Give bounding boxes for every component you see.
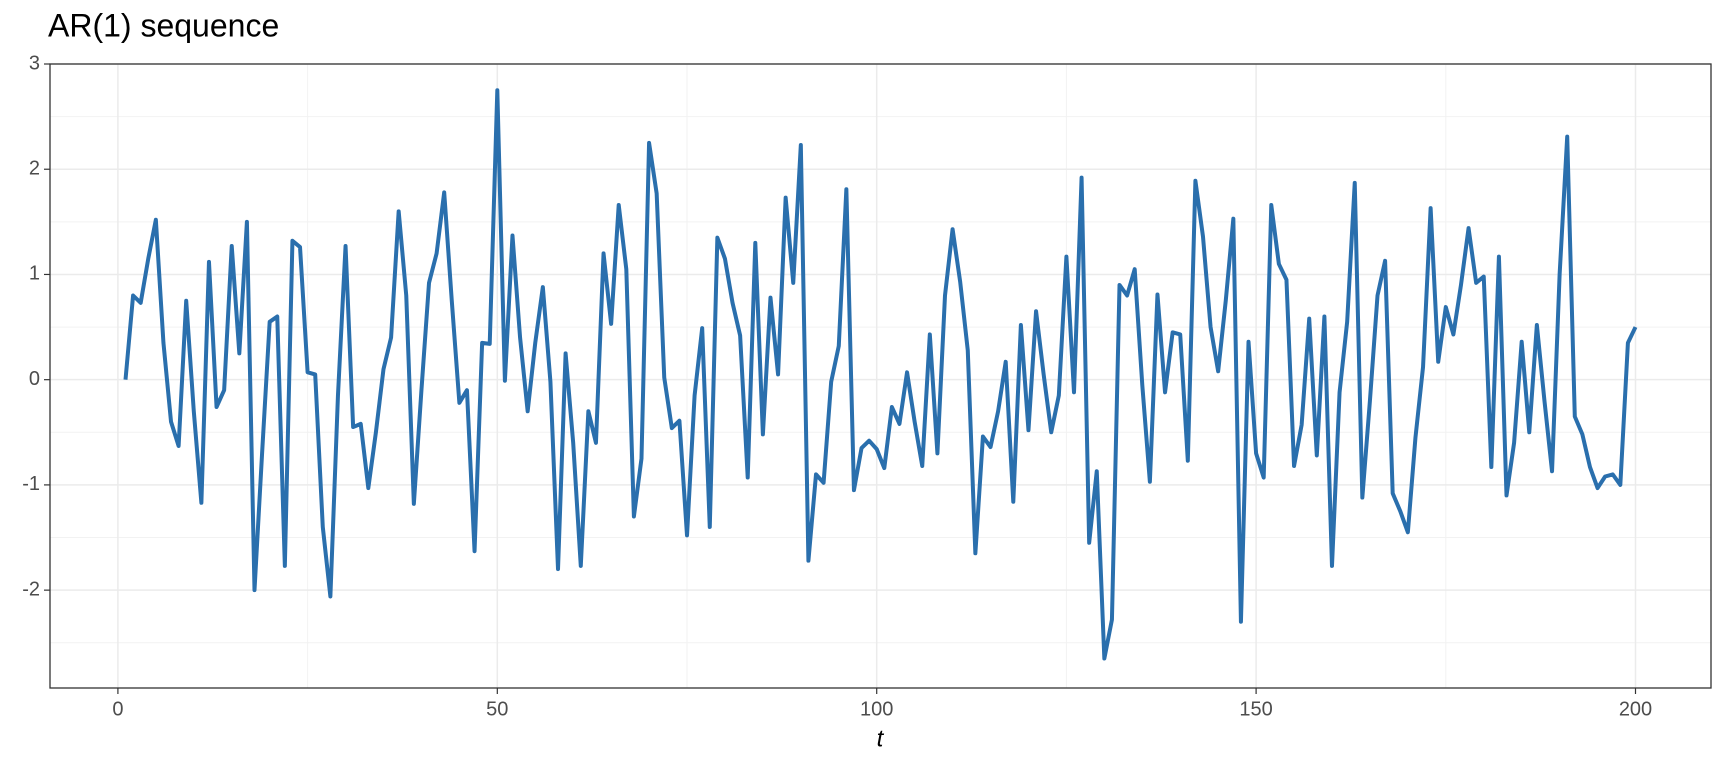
data-line bbox=[123, 88, 1638, 661]
plot-border bbox=[49, 63, 1712, 689]
x-tick-label: 200 bbox=[1619, 698, 1652, 720]
x-tick-label: 150 bbox=[1239, 698, 1272, 720]
y-tick-label: -1 bbox=[22, 473, 40, 495]
x-tick-label: 50 bbox=[486, 698, 508, 720]
y-tick-label: 1 bbox=[29, 263, 40, 285]
y-tick-label: 3 bbox=[29, 52, 40, 74]
x-axis-label: t bbox=[877, 725, 885, 752]
x-tick-label: 100 bbox=[860, 698, 893, 720]
x-tick-label: 0 bbox=[112, 698, 123, 720]
y-tick-label: 2 bbox=[29, 158, 40, 180]
y-tick-label: 0 bbox=[29, 368, 40, 390]
chart-title: AR(1) sequence bbox=[48, 7, 279, 43]
y-tick-label: -2 bbox=[22, 578, 40, 600]
